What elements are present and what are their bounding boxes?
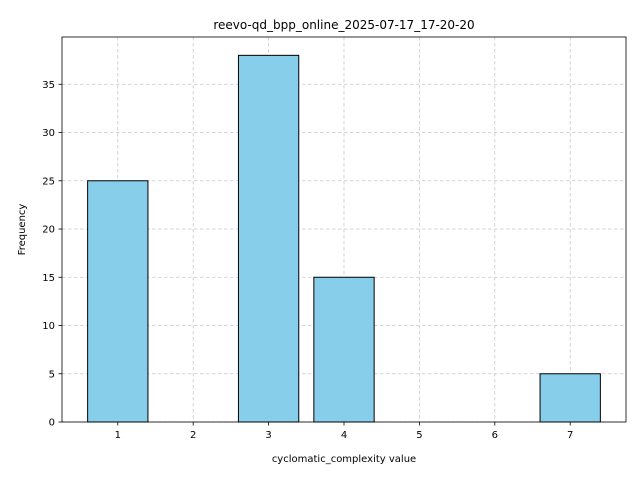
y-tick-label: 25	[42, 176, 55, 187]
y-tick-label: 0	[49, 418, 55, 429]
x-tick-label: 7	[567, 430, 573, 441]
x-tick-label: 2	[190, 430, 196, 441]
bar-1	[87, 180, 149, 423]
y-tick-label: 10	[42, 321, 55, 332]
bars	[87, 54, 601, 423]
x-axis-label: cyclomatic_complexity value	[272, 454, 416, 465]
bar-4	[313, 276, 375, 423]
x-tick-label: 5	[416, 430, 422, 441]
y-tick-label: 5	[49, 369, 55, 380]
ticks: 1 2 3 4 5 6 7 0 5 10 15 20 25 30 35	[42, 80, 573, 441]
y-tick-label: 20	[42, 225, 55, 236]
y-tick-label: 35	[42, 80, 55, 91]
x-tick-label: 6	[492, 430, 498, 441]
y-tick-label: 15	[42, 273, 55, 284]
y-axis-label: Frequency	[17, 204, 28, 256]
x-tick-label: 1	[115, 430, 121, 441]
x-tick-label: 3	[265, 430, 271, 441]
y-tick-label: 30	[42, 128, 55, 139]
bar-7	[539, 373, 601, 423]
chart-title: reevo-qd_bpp_online_2025-07-17_17-20-20	[213, 18, 474, 32]
bar-3	[237, 54, 300, 423]
x-tick-label: 4	[341, 430, 347, 441]
